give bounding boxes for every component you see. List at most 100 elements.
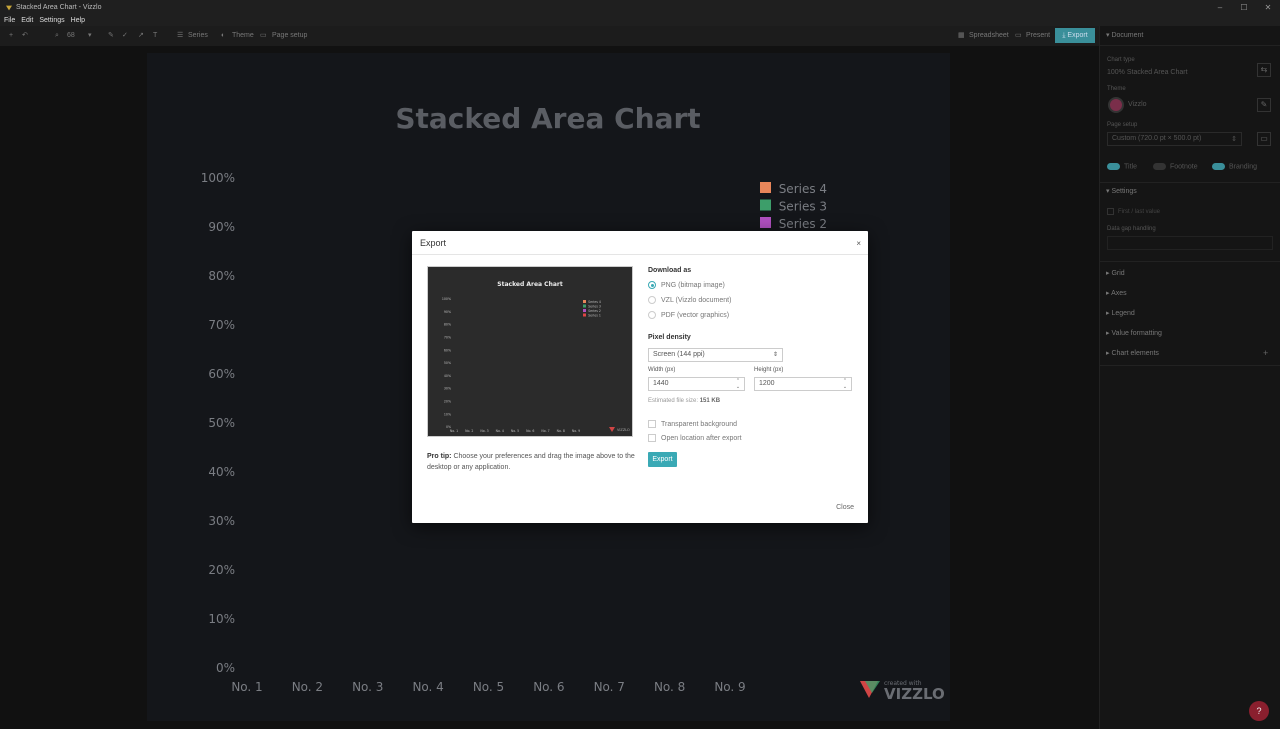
spreadsheet-button[interactable]: Spreadsheet	[969, 32, 1009, 39]
sidebar-section-legend[interactable]: ▸ Legend	[1106, 308, 1135, 320]
checkbox	[648, 420, 656, 428]
page-setup-value: Custom (720.0 pt × 500.0 pt)	[1112, 135, 1202, 142]
x-tick-label: No. 2	[465, 429, 473, 433]
legend-swatch	[583, 309, 586, 312]
checkbox	[648, 434, 656, 442]
height-input[interactable]: 1200 ⌃ ⌄	[754, 377, 852, 391]
section-label: Chart elements	[1111, 350, 1159, 357]
sidebar-section-chart-elements[interactable]: ▸ Chart elements	[1106, 348, 1159, 360]
help-icon[interactable]: ?	[1249, 701, 1269, 721]
undo-icon[interactable]: ↶	[22, 32, 28, 39]
preview-chart: Stacked Area Chart 0% 10% 20% 30% 40% 50% 60% 7…	[442, 281, 630, 433]
radio	[648, 311, 656, 319]
present-button[interactable]: Present	[1026, 32, 1051, 39]
text-icon[interactable]: T	[153, 32, 158, 39]
edit-theme-icon[interactable]: ✎	[1257, 98, 1271, 112]
export-button[interactable]: Export	[648, 452, 677, 467]
stepper-icon[interactable]: ⌃ ⌄	[842, 378, 848, 390]
est-label: Estimated file size:	[648, 398, 699, 404]
sidebar-section-value-formatting[interactable]: ▸ Value formatting	[1106, 328, 1162, 340]
export-dialog: Export × Stacked Area Chart 0% 10% 20% 30% 4…	[412, 231, 868, 523]
format-png-option[interactable]: PNG (bitmap image)	[648, 281, 725, 289]
close-button[interactable]: Close	[836, 504, 854, 511]
chart-type-label: Chart type	[1107, 57, 1135, 63]
chevron-down-icon: ▾	[1106, 188, 1112, 195]
swap-chart-icon[interactable]: ⇆	[1257, 63, 1271, 77]
menu-help[interactable]: Help	[70, 17, 86, 24]
x-tick-label: No. 7	[541, 429, 549, 433]
add-icon[interactable]: +	[9, 32, 14, 39]
chart-type-value[interactable]: 100% Stacked Area Chart	[1107, 69, 1188, 76]
format-pdf-option[interactable]: PDF (vector graphics)	[648, 311, 729, 319]
first-last-value[interactable]: First / last value	[1107, 208, 1160, 215]
pro-tip-text: Choose your preferences and drag the ima…	[427, 453, 635, 471]
sidebar-section-axes[interactable]: ▸ Axes	[1106, 288, 1127, 300]
zoom-dropdown-icon[interactable]: ▾	[88, 32, 92, 39]
sidebar-document-header[interactable]: ▾ Document	[1106, 30, 1143, 42]
toggle-title[interactable]: Title	[1107, 163, 1137, 170]
page-setup-icon[interactable]: ▭	[260, 32, 267, 39]
open-location-option[interactable]: Open location after export	[648, 434, 742, 442]
page-setup-select[interactable]: Custom (720.0 pt × 500.0 pt) ⇕	[1107, 132, 1242, 146]
y-tick-label: 0%	[446, 425, 451, 429]
check-icon[interactable]: ✓	[122, 32, 128, 39]
y-tick-label: 90%	[208, 220, 235, 234]
legend-label: Series 4	[588, 300, 601, 304]
y-tick-label: 40%	[444, 374, 451, 378]
edit-icon[interactable]: ✎	[108, 32, 114, 39]
series-button[interactable]: Series	[188, 32, 208, 39]
x-tick-label: No. 1	[231, 680, 262, 694]
transparent-bg-label: Transparent background	[661, 420, 738, 428]
pro-tip-label: Pro tip:	[427, 453, 452, 460]
legend-swatch	[583, 304, 586, 308]
y-tick-label: 30%	[444, 387, 451, 391]
toggle-footnote[interactable]: Footnote	[1153, 163, 1198, 170]
arrow-icon[interactable]: ↗	[138, 32, 144, 39]
pixel-density-select[interactable]: Screen (144 ppi) ⇕	[648, 348, 783, 362]
section-label: Value formatting	[1111, 330, 1162, 337]
toggle-branding[interactable]: Branding	[1212, 163, 1257, 170]
theme-icon[interactable]: ◐	[221, 32, 226, 39]
data-gap-select[interactable]	[1107, 236, 1273, 250]
page-setup-button[interactable]: Page setup	[272, 32, 308, 39]
present-icon[interactable]: ▭	[1015, 32, 1022, 39]
minimize-icon[interactable]: –	[1217, 3, 1223, 12]
zoom-value[interactable]: 68	[67, 32, 75, 39]
chevron-right-icon: ▸	[1106, 350, 1112, 357]
width-input[interactable]: 1440 ⌃ ⌄	[648, 377, 745, 391]
x-tick-label: No. 6	[533, 680, 564, 694]
page-icon[interactable]: ▭	[1257, 132, 1271, 146]
y-tick-label: 30%	[208, 514, 235, 528]
y-tick-label: 70%	[444, 336, 451, 340]
maximize-icon[interactable]: ☐	[1240, 3, 1248, 12]
menu-edit[interactable]: Edit	[21, 17, 34, 24]
divider	[1100, 182, 1280, 183]
theme-swatch[interactable]	[1108, 97, 1124, 113]
format-vzl-option[interactable]: VZL (Vizzlo document)	[648, 296, 731, 304]
toolbar-export-button[interactable]: ⤓ Export	[1055, 28, 1095, 43]
menu-file[interactable]: File	[4, 17, 16, 24]
y-tick-label: 0%	[216, 661, 235, 675]
pixel-density-value: Screen (144 ppi)	[653, 351, 705, 358]
app-logo-icon	[6, 5, 12, 10]
theme-value[interactable]: Vizzlo	[1128, 101, 1147, 108]
toolbar-export-label: Export	[1067, 32, 1088, 39]
theme-button[interactable]: Theme	[232, 32, 254, 39]
chevron-right-icon: ▸	[1106, 290, 1112, 297]
download-icon: ⤓	[1062, 32, 1068, 39]
x-tick-label: No. 5	[511, 429, 519, 433]
export-preview-image[interactable]: Stacked Area Chart 0% 10% 20% 30% 40% 50% 60% 7…	[427, 266, 633, 437]
width-value: 1440	[653, 380, 669, 387]
series-icon[interactable]: ☰	[177, 32, 184, 39]
zoom-icon[interactable]: ⌕	[55, 32, 59, 39]
stepper-icon[interactable]: ⌃ ⌄	[735, 378, 741, 390]
add-element-icon[interactable]: +	[1263, 348, 1269, 358]
transparent-bg-option[interactable]: Transparent background	[648, 420, 737, 428]
menu-settings[interactable]: Settings	[39, 17, 65, 24]
sidebar-settings-header[interactable]: ▾ Settings	[1106, 186, 1137, 198]
close-icon[interactable]: ×	[856, 239, 861, 248]
spreadsheet-icon[interactable]: ▦	[958, 32, 965, 39]
sidebar-section-grid[interactable]: ▸ Grid	[1106, 268, 1125, 280]
pixel-density-label: Pixel density	[648, 334, 691, 341]
close-window-icon[interactable]: ✕	[1264, 3, 1272, 12]
